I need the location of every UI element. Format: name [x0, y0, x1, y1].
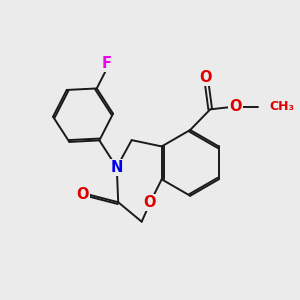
Text: N: N [111, 160, 123, 175]
Text: O: O [143, 195, 156, 210]
Text: O: O [199, 70, 212, 85]
Text: O: O [229, 99, 242, 114]
Text: F: F [101, 56, 112, 70]
Text: O: O [76, 187, 89, 202]
Text: CH₃: CH₃ [269, 100, 294, 113]
